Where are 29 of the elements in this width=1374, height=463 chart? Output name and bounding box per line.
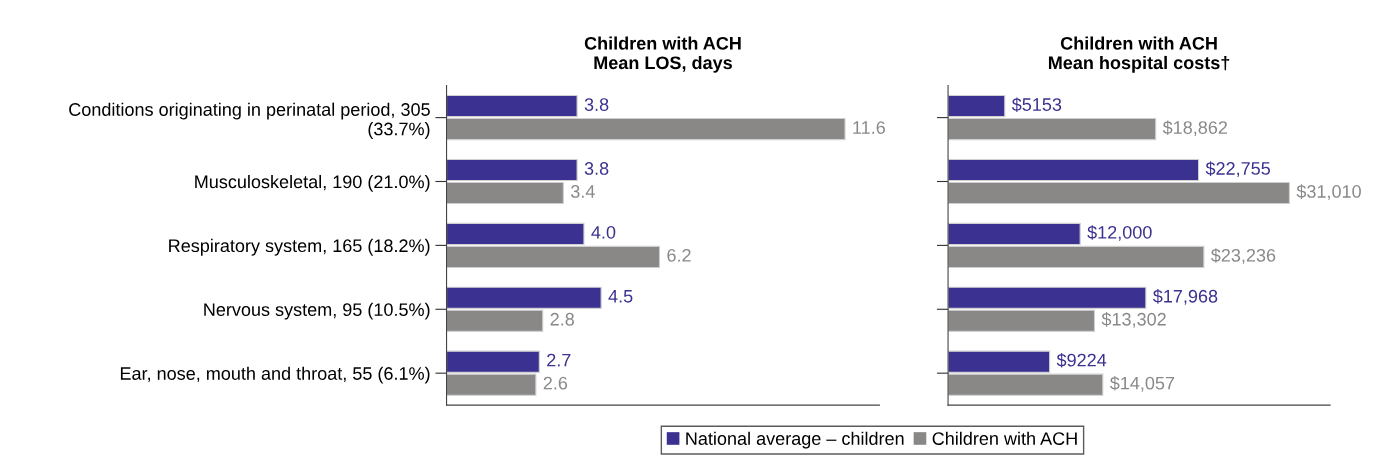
data-label: $14,057 xyxy=(1109,375,1175,392)
data-label: 11.6 xyxy=(853,121,885,134)
data-label: $22,755 xyxy=(1205,161,1270,177)
data-label: $17,968 xyxy=(1152,289,1218,305)
data-label: 3.8 xyxy=(584,98,609,111)
data-label: 2.6 xyxy=(543,376,568,390)
y-tick-label: Ear, nose, mouth and throat, 55 (6.1%) xyxy=(120,366,430,384)
data-label: 4.0 xyxy=(591,225,616,239)
data-label: $13,302 xyxy=(1101,312,1166,328)
legend-label: Children with ACH xyxy=(932,431,1077,445)
data-label: $18,862 xyxy=(1162,120,1227,137)
y-tick-label: Conditions originating in perinatal period, 305 (33.7%) xyxy=(69,102,430,139)
data-label: 3.4 xyxy=(570,185,595,198)
y-tick-label: Musculoskeletal, 190 (21.0%) xyxy=(195,174,430,192)
chart-title: Children with ACH Mean LOS, days xyxy=(584,36,741,73)
y-tick-label: Respiratory system, 165 (18.2%) xyxy=(169,238,430,256)
data-label: 3.8 xyxy=(584,162,609,175)
data-label: $31,010 xyxy=(1296,184,1361,200)
data-label: $23,236 xyxy=(1210,248,1276,264)
data-label: 6.2 xyxy=(667,248,691,262)
data-label: 2.8 xyxy=(550,312,574,326)
data-label: $9224 xyxy=(1056,352,1107,368)
y-tick-label: Nervous system, 95 (10.5%) xyxy=(204,302,430,320)
data-label: $5153 xyxy=(1011,97,1062,113)
data-label: 2.7 xyxy=(547,353,571,367)
data-label: 4.5 xyxy=(608,290,633,303)
chart-title: Children with ACH Mean hospital costs† xyxy=(1048,36,1230,73)
data-label: $12,000 xyxy=(1087,225,1152,241)
legend-label: National average – children xyxy=(686,431,904,449)
